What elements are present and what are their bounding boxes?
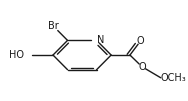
Text: O: O — [138, 62, 146, 72]
Text: N: N — [97, 35, 104, 45]
Text: OCH₃: OCH₃ — [161, 73, 186, 83]
Text: O: O — [136, 36, 144, 46]
Text: HO: HO — [9, 50, 24, 60]
Text: Br: Br — [48, 21, 58, 31]
